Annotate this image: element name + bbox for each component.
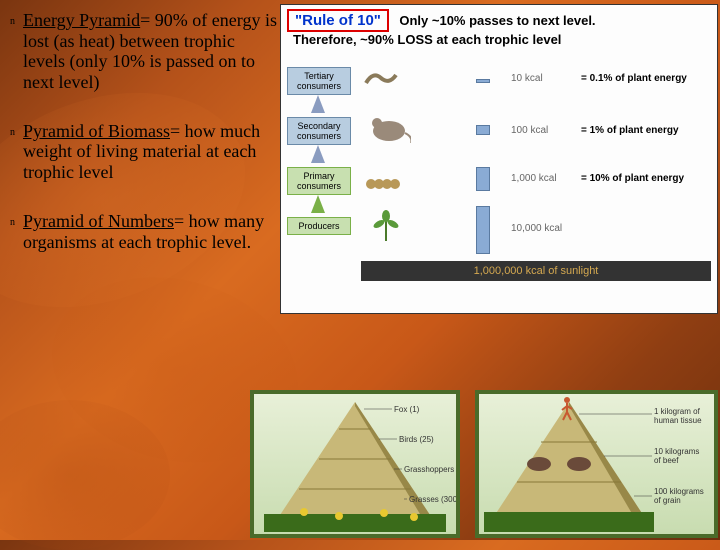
pyr-level-label: 100 kilogramsof grain	[654, 487, 704, 505]
diagram-line2: Therefore, ~90% LOSS at each trophic lev…	[287, 32, 711, 47]
energy-bar	[476, 79, 490, 83]
pyr-level-label: Fox (1)	[394, 405, 420, 414]
bullet-item: n Pyramid of Biomass= how much weight of…	[10, 121, 280, 183]
pyr-level-label: Grasses (3000)	[409, 495, 456, 504]
caterpillar-icon	[361, 166, 406, 196]
pyramid-numbers-diagram: Fox (1) Birds (25) Grasshoppers (250) Gr…	[250, 390, 460, 538]
bullet-text: Pyramid of Biomass= how much weight of l…	[23, 121, 280, 183]
kcal-label: 1,000 kcal	[511, 173, 557, 184]
kcal-label: 10 kcal	[511, 73, 543, 84]
pyramid-biomass-diagram: 1 kilogram ofhuman tissue 10 kilogramsof…	[475, 390, 718, 538]
rule-of-10-diagram: "Rule of 10" Only ~10% passes to next le…	[280, 4, 718, 314]
arrow-up-icon	[311, 95, 325, 113]
bullet-text: Energy Pyramid= 90% of energy is lost (a…	[23, 10, 280, 93]
bullet-icon: n	[10, 16, 15, 93]
energy-bar	[476, 167, 490, 191]
diagram-subtitle: Only ~10% passes to next level.	[399, 13, 595, 28]
pyr-level-label: 1 kilogram ofhuman tissue	[654, 407, 702, 425]
bullet-list: n Energy Pyramid= 90% of energy is lost …	[10, 10, 280, 280]
diagram-body: Tertiary consumers 10 kcal = 0.1% of pla…	[281, 51, 717, 306]
kcal-label: 100 kcal	[511, 125, 548, 136]
pct-label: = 1% of plant energy	[581, 125, 679, 136]
bullet-icon: n	[10, 217, 15, 252]
bullet-item: n Pyramid of Numbers= how many organisms…	[10, 211, 280, 252]
pyramid-face	[274, 402, 436, 524]
plant-icon	[361, 206, 411, 246]
bullet-text: Pyramid of Numbers= how many organisms a…	[23, 211, 280, 252]
diagram-header: "Rule of 10" Only ~10% passes to next le…	[281, 5, 717, 51]
kcal-label: 10,000 kcal	[511, 223, 562, 234]
bullet-icon: n	[10, 127, 15, 183]
pyr-level-label: Birds (25)	[399, 435, 434, 444]
energy-bar	[476, 125, 490, 135]
energy-bar	[476, 206, 490, 254]
pct-label: = 10% of plant energy	[581, 173, 684, 184]
sunlight-bar: 1,000,000 kcal of sunlight	[361, 261, 711, 281]
trophic-label-secondary: Secondary consumers	[287, 117, 351, 145]
diagram-title: "Rule of 10"	[287, 9, 389, 32]
pct-label: = 0.1% of plant energy	[581, 73, 687, 84]
trophic-label-tertiary: Tertiary consumers	[287, 67, 351, 95]
trophic-label-producers: Producers	[287, 217, 351, 235]
snake-icon	[361, 63, 401, 93]
pyr-level-label: 10 kilogramsof beef	[654, 447, 699, 465]
arrow-up-icon	[311, 145, 325, 163]
trophic-label-primary: Primary consumers	[287, 167, 351, 195]
pyr-level-label: Grasshoppers (250)	[404, 465, 456, 474]
bullet-item: n Energy Pyramid= 90% of energy is lost …	[10, 10, 280, 93]
mouse-icon	[361, 111, 411, 146]
arrow-up-icon	[311, 195, 325, 213]
